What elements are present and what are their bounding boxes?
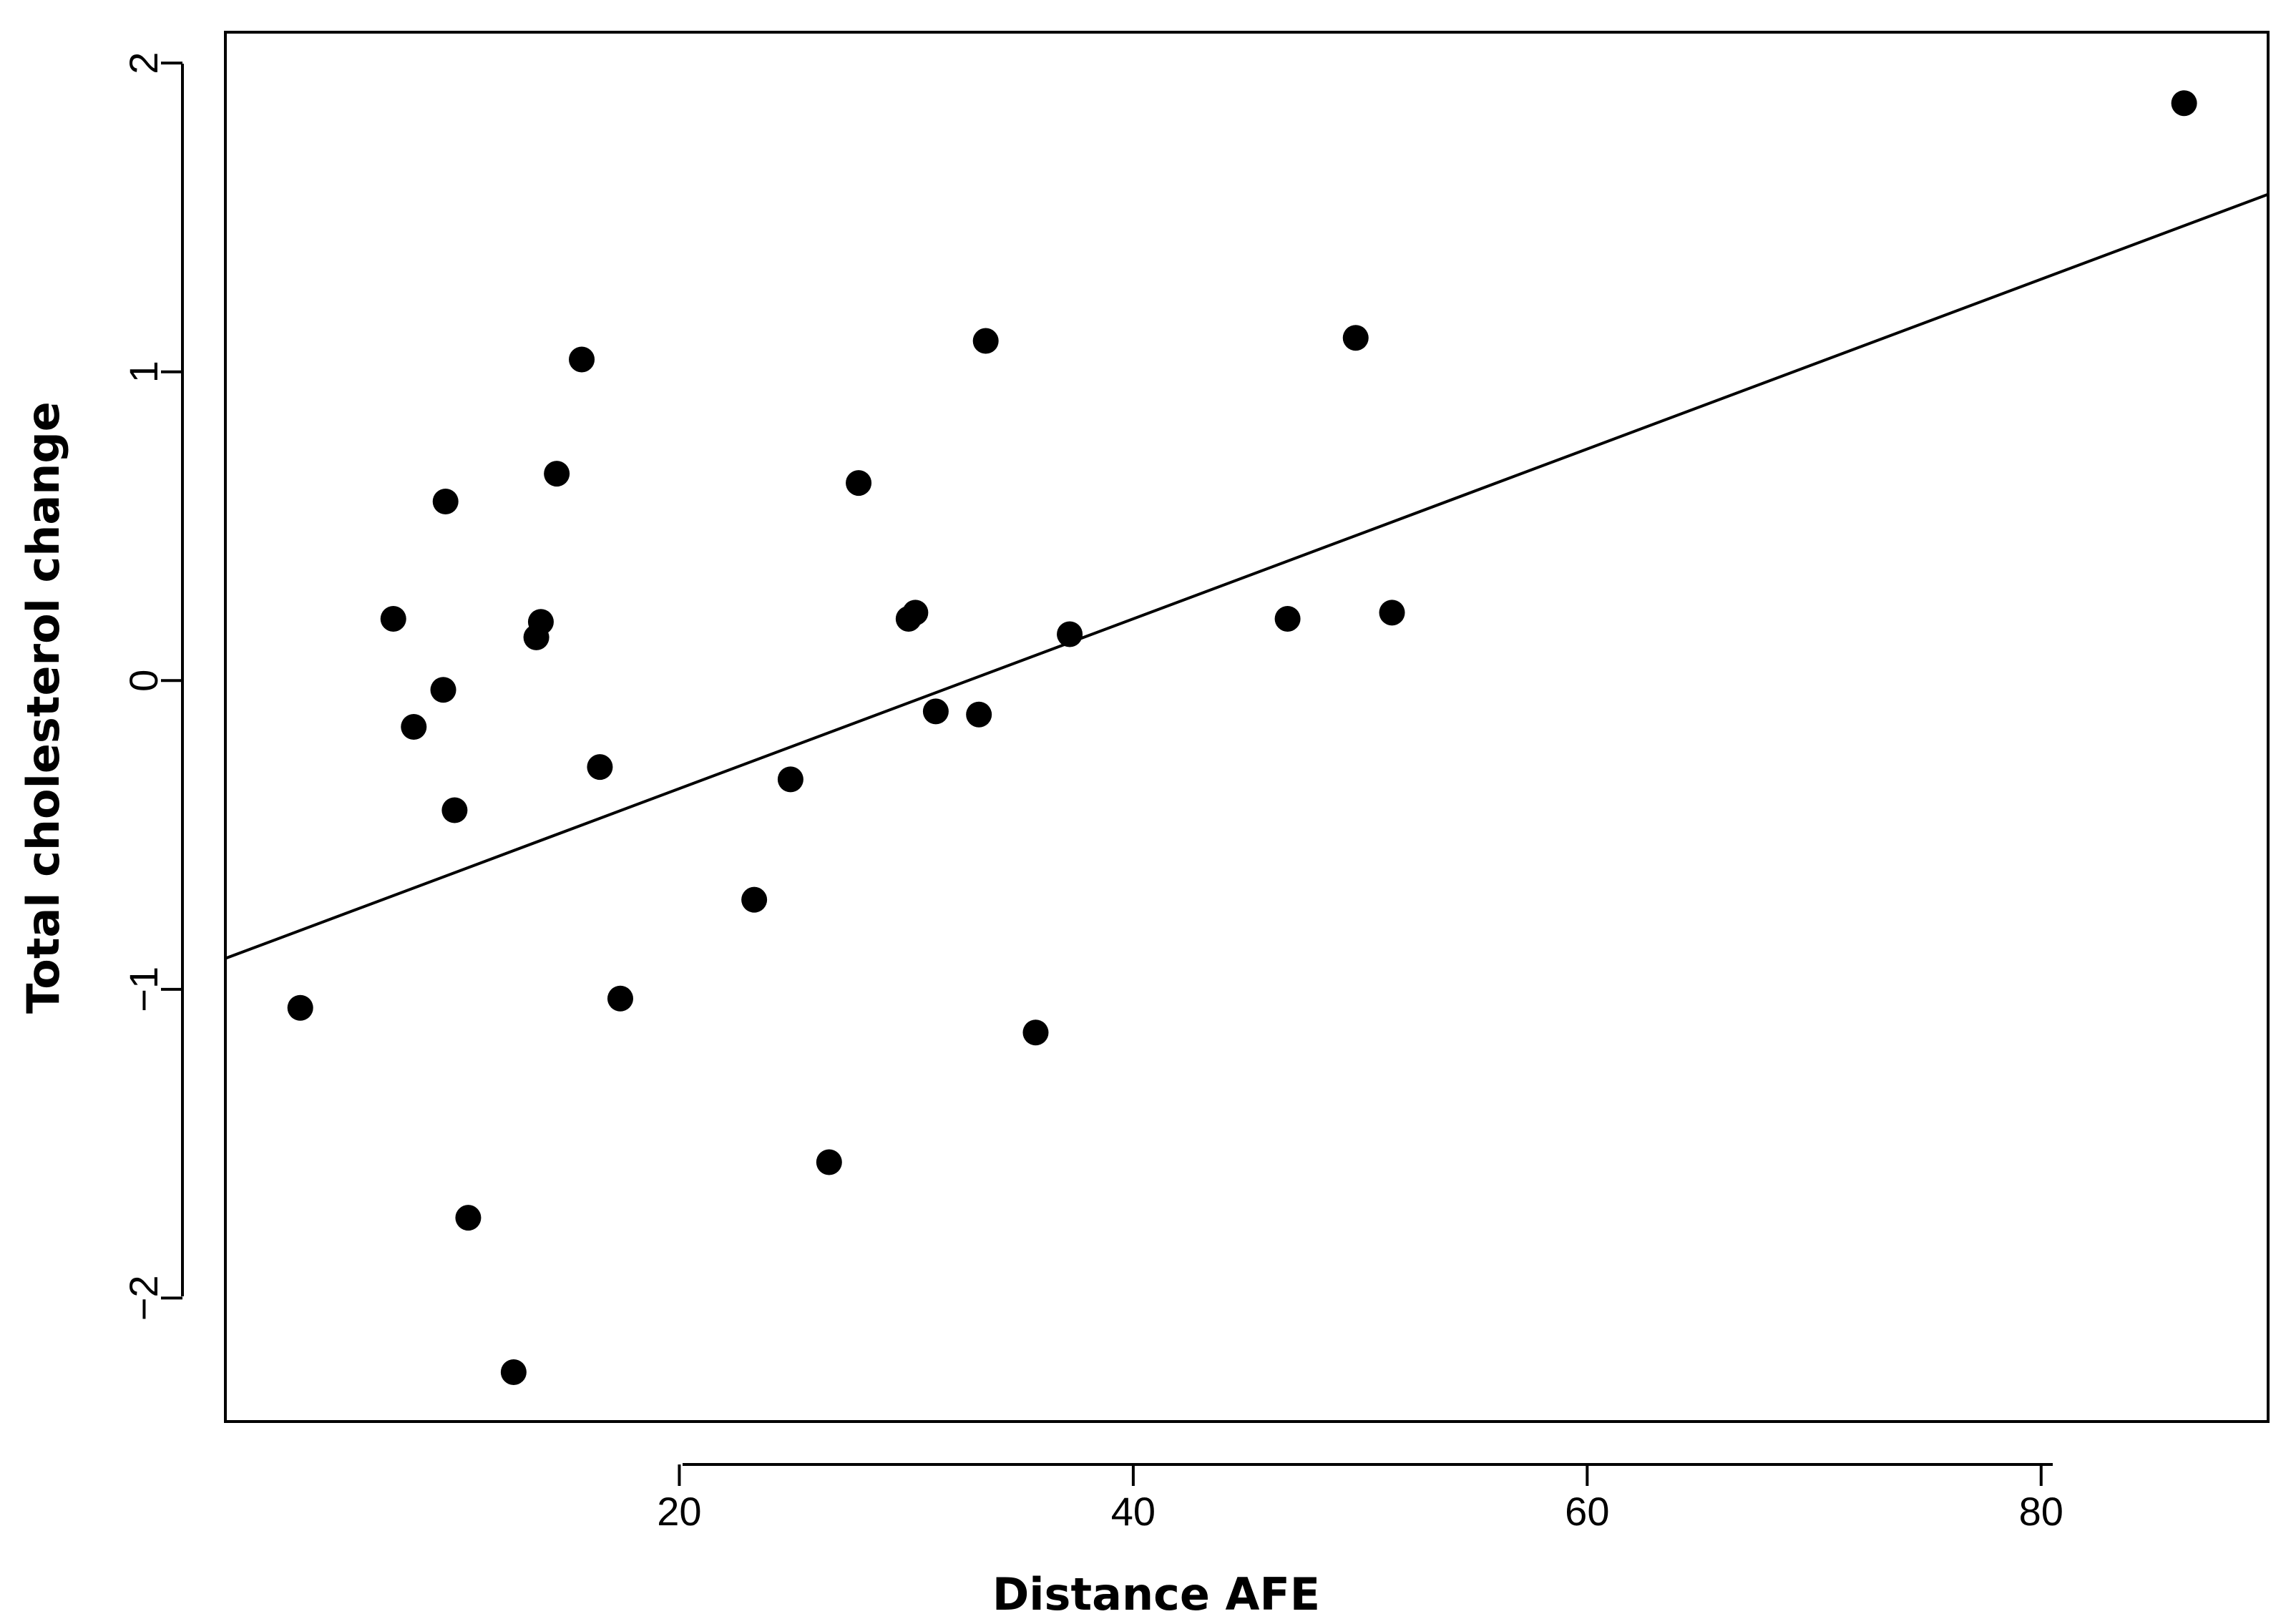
data-point (380, 605, 406, 632)
data-point (455, 1205, 482, 1231)
data-point (846, 470, 872, 497)
x-tick-label: 20 (657, 1489, 701, 1534)
y-tick-label: 1 (121, 361, 166, 383)
data-point (527, 609, 554, 635)
y-tick-label: −2 (121, 1275, 166, 1321)
data-point (816, 1149, 842, 1175)
data-point (1057, 621, 1083, 647)
data-point (441, 797, 468, 823)
y-tick-label: 2 (121, 52, 166, 74)
data-point (544, 461, 570, 487)
data-point (741, 886, 768, 913)
data-point (587, 754, 613, 781)
x-tick-group: 20 40 60 80 (657, 1464, 2063, 1534)
y-axis-title: Total cholesterol change (17, 401, 69, 1014)
data-point (777, 766, 803, 793)
data-point (432, 488, 459, 514)
x-tick-label: 80 (2019, 1489, 2063, 1534)
data-point (922, 698, 949, 725)
data-point (401, 714, 427, 740)
data-point (287, 994, 313, 1021)
data-point (972, 328, 999, 354)
x-tick-label: 40 (1111, 1489, 1156, 1534)
regression-line (225, 192, 2269, 960)
x-axis-title: Distance AFE (992, 1568, 1320, 1620)
data-point (1274, 605, 1301, 632)
data-point (966, 701, 992, 728)
data-point (607, 985, 633, 1012)
data-point (569, 346, 595, 373)
y-tick-label: −1 (121, 967, 166, 1012)
y-tick-label: 0 (121, 670, 166, 692)
data-point (1342, 325, 1369, 351)
x-tick-label: 60 (1565, 1489, 1609, 1534)
data-point (430, 677, 456, 703)
plot-frame (224, 31, 2270, 1423)
y-tick-group: −2 −1 0 1 2 (121, 52, 182, 1321)
data-point (1022, 1019, 1049, 1046)
data-point (902, 600, 929, 626)
data-point (1379, 600, 1405, 626)
data-points (287, 90, 2197, 1385)
data-point (2171, 90, 2197, 117)
data-point (500, 1359, 527, 1385)
